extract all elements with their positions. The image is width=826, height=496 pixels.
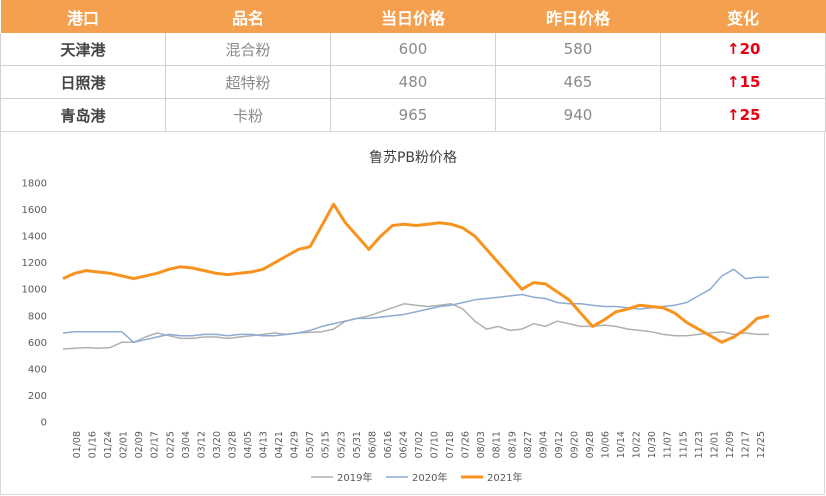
x-axis: 01/08 01/16 01/24 02/01 02/09 02/17 02/25 03/04… (72, 431, 767, 458)
x-tick-label: 02/09 (134, 431, 145, 458)
cell-port: 天津港 (0, 33, 166, 66)
x-tick-label: 03/28 (227, 431, 238, 458)
x-tick-label: 07/26 (461, 431, 472, 458)
cell-product: 卡粉 (165, 98, 331, 132)
chart-title: 鲁苏PB粉价格 (369, 150, 457, 166)
cell-yesterday-price: 465 (495, 65, 661, 99)
cell-today-price: 965 (330, 98, 496, 132)
legend-label: 2019年 (337, 471, 372, 484)
x-tick-label: 10/14 (616, 431, 627, 458)
cell-product: 混合粉 (165, 33, 331, 66)
x-tick-label: 08/27 (523, 431, 534, 458)
x-tick-label: 06/16 (383, 431, 394, 458)
y-tick-label: 600 (28, 338, 47, 349)
x-tick-label: 03/12 (196, 431, 207, 458)
x-tick-label: 09/20 (569, 431, 580, 458)
x-tick-label: 02/01 (119, 431, 130, 458)
cell-today-price: 480 (330, 65, 496, 99)
y-tick-label: 400 (28, 364, 47, 375)
x-tick-label: 12/17 (740, 431, 751, 458)
x-tick-label: 05/23 (336, 431, 347, 458)
x-tick-label: 05/07 (305, 431, 316, 458)
x-tick-label: 08/03 (476, 431, 487, 458)
series-line (62, 202, 770, 344)
y-tick-label: 200 (28, 391, 47, 402)
chart-legend: 2019年 2020年 2021年 (311, 471, 522, 484)
x-tick-label: 08/19 (507, 431, 518, 458)
x-tick-label: 02/17 (150, 431, 161, 458)
cell-port: 青岛港 (0, 98, 166, 132)
x-tick-label: 10/30 (647, 431, 658, 458)
cell-yesterday-price: 580 (495, 33, 661, 66)
x-tick-label: 12/25 (756, 431, 767, 458)
header-yesterday-price: 昨日价格 (495, 0, 661, 33)
x-tick-label: 09/28 (585, 431, 596, 458)
header-product: 品名 (165, 0, 331, 33)
x-tick-label: 09/12 (554, 431, 565, 458)
x-tick-label: 12/09 (725, 431, 736, 458)
header-change: 变化 (660, 0, 826, 33)
x-tick-label: 11/15 (678, 431, 689, 458)
series-lines (62, 202, 770, 350)
x-tick-label: 01/24 (103, 431, 114, 458)
cell-today-price: 600 (330, 33, 496, 66)
y-tick-label: 1400 (22, 232, 47, 243)
cell-change: ↑20 (660, 33, 826, 66)
x-tick-label: 04/29 (290, 431, 301, 458)
x-tick-label: 04/05 (243, 431, 254, 458)
y-tick-label: 0 (41, 418, 47, 429)
table-row: 日照港 超特粉 480 465 ↑15 (0, 65, 826, 99)
x-tick-label: 05/31 (352, 431, 363, 458)
price-chart: 鲁苏PB粉价格 0 200 400 600 800 1000 1200 1400 1600 180… (0, 131, 825, 495)
x-tick-label: 06/24 (398, 431, 409, 458)
x-tick-label: 07/18 (445, 431, 456, 458)
x-tick-label: 01/16 (88, 431, 99, 458)
x-tick-label: 10/06 (601, 431, 612, 458)
x-tick-label: 06/08 (367, 431, 378, 458)
legend-label: 2021年 (487, 471, 522, 484)
x-tick-label: 11/07 (663, 431, 674, 458)
y-tick-label: 1000 (22, 285, 47, 296)
table-header-row: 港口 品名 当日价格 昨日价格 变化 (0, 0, 826, 33)
cell-change: ↑25 (660, 98, 826, 132)
x-tick-label: 01/08 (72, 431, 83, 458)
x-tick-label: 09/04 (538, 431, 549, 458)
header-today-price: 当日价格 (330, 0, 496, 33)
chart-canvas: 鲁苏PB粉价格 0 200 400 600 800 1000 1200 1400 1600 180… (22, 150, 770, 484)
x-tick-label: 03/20 (212, 431, 223, 458)
x-tick-label: 07/02 (414, 431, 425, 458)
header-port: 港口 (0, 0, 166, 33)
x-tick-label: 02/25 (165, 431, 176, 458)
x-tick-label: 11/23 (694, 431, 705, 458)
price-table: 港口 品名 当日价格 昨日价格 变化 天津港 混合粉 600 580 ↑20 日… (0, 0, 826, 132)
table-row: 青岛港 卡粉 965 940 ↑25 (0, 98, 826, 132)
cell-product: 超特粉 (165, 65, 331, 99)
x-tick-label: 07/10 (430, 431, 441, 458)
series-line (62, 303, 769, 350)
x-tick-label: 04/21 (274, 431, 285, 458)
x-tick-label: 05/15 (321, 431, 332, 458)
x-tick-label: 04/13 (259, 431, 270, 458)
cell-yesterday-price: 940 (495, 98, 661, 132)
cell-port: 日照港 (0, 65, 166, 99)
y-tick-label: 1200 (22, 258, 47, 269)
x-tick-label: 12/01 (709, 431, 720, 458)
y-tick-label: 1800 (22, 179, 47, 190)
y-tick-label: 1600 (22, 205, 47, 216)
cell-change: ↑15 (660, 65, 826, 99)
table-row: 天津港 混合粉 600 580 ↑20 (0, 33, 826, 66)
y-tick-label: 800 (28, 311, 47, 322)
y-axis: 0 200 400 600 800 1000 1200 1400 1600 1800 (22, 179, 47, 429)
x-tick-label: 10/22 (632, 431, 643, 458)
legend-label: 2020年 (412, 471, 447, 484)
x-tick-label: 08/11 (492, 431, 503, 458)
x-tick-label: 03/04 (181, 431, 192, 458)
